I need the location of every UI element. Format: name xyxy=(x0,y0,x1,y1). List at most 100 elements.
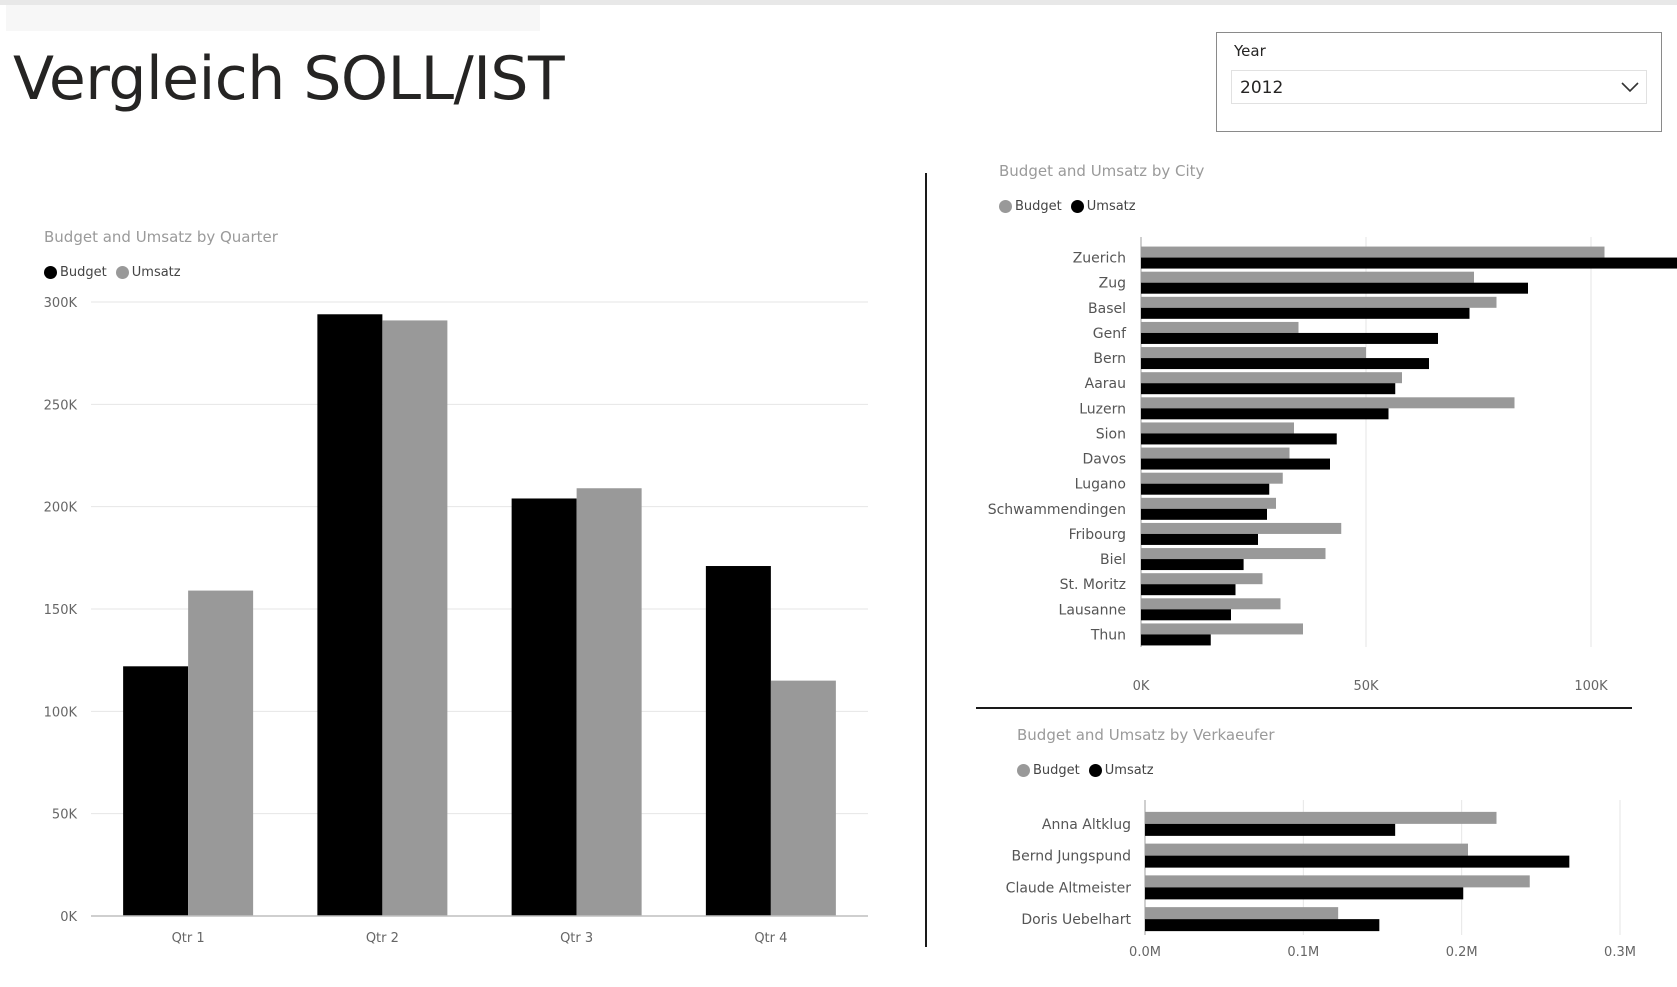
bar-budget[interactable] xyxy=(1141,296,1497,308)
legend-item-umsatz[interactable]: Umsatz xyxy=(1070,199,1136,214)
quarter-chart[interactable]: Budget and Umsatz by Quarter Budget Umsa… xyxy=(0,220,900,960)
city-chart[interactable]: Budget and Umsatz by City Budget Umsatz … xyxy=(940,160,1677,705)
bar-umsatz[interactable] xyxy=(1141,383,1396,395)
chart-legend: Budget Umsatz xyxy=(44,265,190,280)
bar-budget[interactable] xyxy=(1141,548,1326,560)
bar-budget[interactable] xyxy=(1141,397,1515,409)
legend-label: Umsatz xyxy=(1104,763,1154,778)
y-tick-label: 100K xyxy=(44,705,78,720)
chart-title: Budget and Umsatz by City xyxy=(999,162,1205,180)
bar-umsatz[interactable] xyxy=(770,680,836,916)
x-tick-label: Qtr 3 xyxy=(560,931,593,946)
bar-umsatz[interactable] xyxy=(1145,887,1464,900)
bar-budget[interactable] xyxy=(1145,811,1497,824)
bar-budget[interactable] xyxy=(1141,372,1402,384)
bar-budget[interactable] xyxy=(1141,347,1366,359)
bar-umsatz[interactable] xyxy=(1141,634,1211,646)
bar-budget[interactable] xyxy=(1141,573,1263,585)
chevron-down-icon[interactable] xyxy=(1620,77,1640,97)
bar-budget[interactable] xyxy=(1141,623,1303,635)
legend-item-budget[interactable]: Budget xyxy=(1017,763,1080,778)
x-tick-label: 50K xyxy=(1353,679,1379,694)
bar-umsatz[interactable] xyxy=(1141,332,1438,344)
bar-budget[interactable] xyxy=(705,566,771,916)
y-tick-label: 0K xyxy=(60,910,77,925)
bar-umsatz[interactable] xyxy=(1141,408,1389,420)
legend-label: Budget xyxy=(1015,199,1062,214)
bar-budget[interactable] xyxy=(1141,598,1281,610)
x-tick-label: Qtr 4 xyxy=(754,931,787,946)
bar-umsatz[interactable] xyxy=(1141,257,1677,269)
slicer-label: Year xyxy=(1234,42,1266,60)
category-label: Lugano xyxy=(1075,477,1126,493)
bar-umsatz[interactable] xyxy=(1145,823,1396,836)
legend-item-umsatz[interactable]: Umsatz xyxy=(115,265,181,280)
category-label: Anna Altklug xyxy=(1042,817,1131,833)
bar-budget[interactable] xyxy=(1141,472,1283,484)
bar-budget[interactable] xyxy=(1141,321,1299,333)
bar-budget[interactable] xyxy=(1141,246,1605,258)
chart-title: Budget and Umsatz by Verkaeufer xyxy=(1017,726,1275,744)
bar-umsatz[interactable] xyxy=(1141,559,1244,571)
x-tick-label: 0.2M xyxy=(1446,945,1478,960)
y-tick-label: 150K xyxy=(44,603,78,618)
category-label: Biel xyxy=(1100,552,1126,568)
bar-umsatz[interactable] xyxy=(1141,609,1231,621)
bar-umsatz[interactable] xyxy=(1141,458,1330,470)
bar-budget[interactable] xyxy=(1145,907,1339,920)
x-tick-label: Qtr 1 xyxy=(172,931,205,946)
legend-marker xyxy=(44,266,57,279)
bar-umsatz[interactable] xyxy=(1145,919,1380,932)
x-tick-label: 0.3M xyxy=(1604,945,1636,960)
y-tick-label: 200K xyxy=(44,501,78,516)
bar-budget[interactable] xyxy=(1141,422,1294,434)
bar-umsatz[interactable] xyxy=(1141,584,1236,596)
bar-budget[interactable] xyxy=(1141,447,1290,459)
bar-umsatz[interactable] xyxy=(1141,533,1258,545)
legend-label: Umsatz xyxy=(1086,199,1136,214)
year-dropdown[interactable]: 2012 xyxy=(1231,70,1647,104)
legend-label: Umsatz xyxy=(131,265,181,280)
bar-umsatz[interactable] xyxy=(1141,433,1337,445)
y-tick-label: 250K xyxy=(44,398,78,413)
legend-marker xyxy=(115,266,129,279)
legend-item-budget[interactable]: Budget xyxy=(999,199,1062,214)
bar-budget[interactable] xyxy=(1145,875,1530,888)
x-tick-label: 0.0M xyxy=(1129,945,1161,960)
x-tick-label: 0.1M xyxy=(1287,945,1319,960)
bar-budget[interactable] xyxy=(1141,497,1276,509)
bar-budget[interactable] xyxy=(1145,843,1468,856)
top-tab-stub xyxy=(6,5,540,31)
top-bar xyxy=(0,0,1677,5)
category-label: Luzern xyxy=(1079,401,1126,417)
legend-marker xyxy=(1017,764,1030,777)
legend-item-budget[interactable]: Budget xyxy=(44,265,107,280)
bar-budget[interactable] xyxy=(317,314,383,916)
year-dropdown-value: 2012 xyxy=(1240,78,1284,98)
bar-budget[interactable] xyxy=(1141,522,1342,534)
category-label: Davos xyxy=(1082,452,1126,468)
bar-umsatz[interactable] xyxy=(1141,282,1528,294)
bar-umsatz[interactable] xyxy=(1141,508,1267,520)
bar-budget[interactable] xyxy=(1141,271,1474,283)
legend-item-umsatz[interactable]: Umsatz xyxy=(1088,763,1154,778)
category-label: Claude Altmeister xyxy=(1006,880,1132,896)
bar-umsatz[interactable] xyxy=(382,320,448,916)
page-title: Vergleich SOLL/IST xyxy=(13,44,565,114)
category-label: Zuerich xyxy=(1073,251,1126,267)
bar-budget[interactable] xyxy=(123,666,189,916)
legend-marker xyxy=(1088,764,1102,777)
horizontal-divider xyxy=(976,707,1632,709)
bar-umsatz[interactable] xyxy=(188,590,254,916)
bar-umsatz[interactable] xyxy=(1141,358,1429,370)
bar-umsatz[interactable] xyxy=(1141,307,1470,319)
bar-umsatz[interactable] xyxy=(576,488,642,916)
category-label: Bern xyxy=(1093,351,1126,367)
bar-umsatz[interactable] xyxy=(1145,855,1570,868)
category-label: Sion xyxy=(1096,426,1126,442)
bar-umsatz[interactable] xyxy=(1141,483,1270,495)
legend-label: Budget xyxy=(60,265,107,280)
seller-chart[interactable]: Budget and Umsatz by Verkaeufer Budget U… xyxy=(980,722,1660,984)
category-label: Thun xyxy=(1090,627,1126,643)
bar-budget[interactable] xyxy=(511,498,577,916)
